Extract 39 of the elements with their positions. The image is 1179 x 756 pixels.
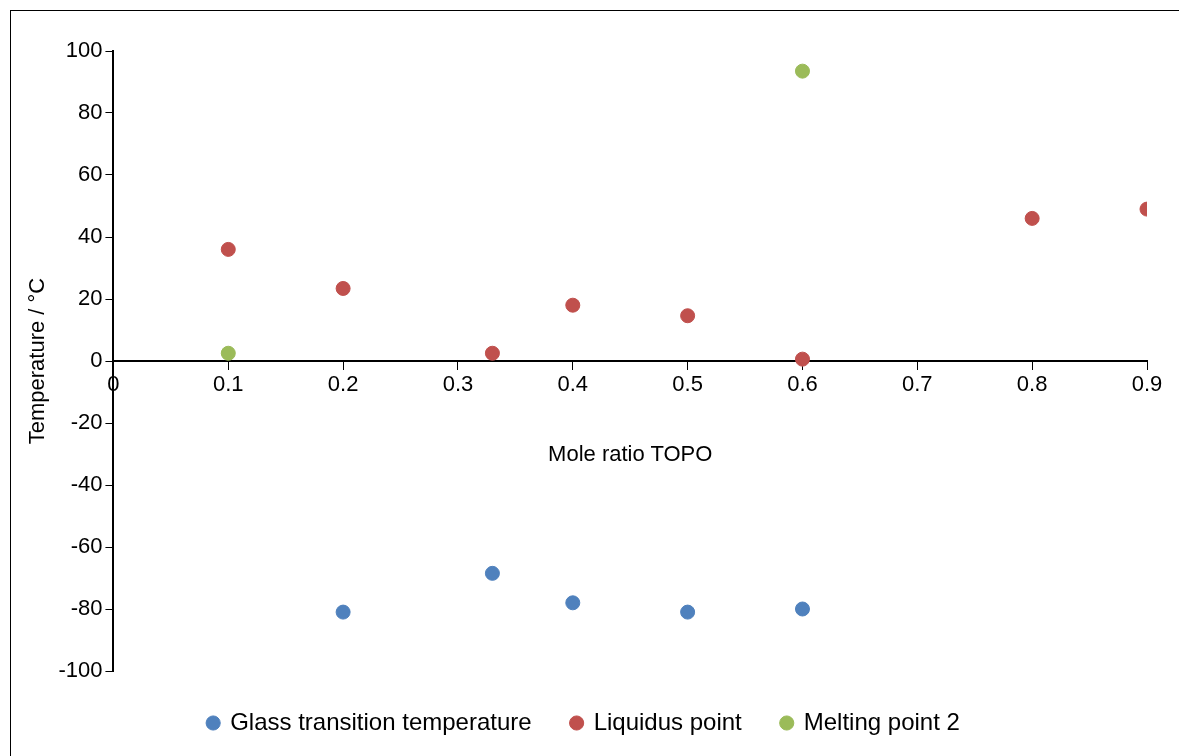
- point: [794, 351, 810, 367]
- x-tick-label: 0.9: [1131, 371, 1163, 397]
- y-tick-label: 40: [77, 223, 103, 249]
- x-tick-label: 0.1: [212, 371, 244, 397]
- x-tick-label: 0.6: [787, 371, 818, 397]
- point: [565, 297, 581, 313]
- point: [335, 280, 351, 296]
- y-tick-label: 80: [77, 99, 103, 125]
- y-tick-label: -60: [70, 533, 103, 559]
- point: [1024, 210, 1040, 226]
- y-tick-label: 100: [65, 37, 103, 63]
- y-tick-label: -40: [70, 471, 103, 497]
- y-tick-label: -80: [70, 595, 103, 621]
- y-tick-label: -20: [70, 409, 103, 435]
- point: [484, 565, 500, 581]
- y-axis-title: Temperature / °C: [24, 277, 50, 445]
- point: [335, 604, 351, 620]
- point: [794, 601, 810, 617]
- point: [484, 345, 500, 361]
- point: [220, 345, 236, 361]
- y-tick-label: -100: [58, 657, 103, 683]
- legend-label: Liquidus point: [593, 707, 743, 735]
- x-tick-label: 0.2: [327, 371, 359, 397]
- x-tick-label: 0.5: [672, 371, 703, 397]
- point: [680, 604, 696, 620]
- point: [680, 308, 696, 324]
- point: [794, 63, 810, 79]
- x-tick-label: 0.8: [1016, 371, 1048, 397]
- y-tick-label: 60: [77, 161, 103, 187]
- x-tick-label: 0.4: [557, 371, 589, 397]
- x-tick-label: 0.3: [442, 371, 474, 397]
- legend-label: Glass transition temperature: [230, 707, 532, 735]
- x-axis-title: Mole ratio TOPO: [548, 440, 713, 466]
- legend-label: Melting point 2: [803, 707, 960, 735]
- x-tick-label: 0.7: [902, 371, 933, 397]
- y-tick-label: 20: [77, 285, 103, 311]
- y-tick-label: 0: [90, 347, 103, 373]
- point: [220, 241, 236, 257]
- point: [565, 595, 581, 611]
